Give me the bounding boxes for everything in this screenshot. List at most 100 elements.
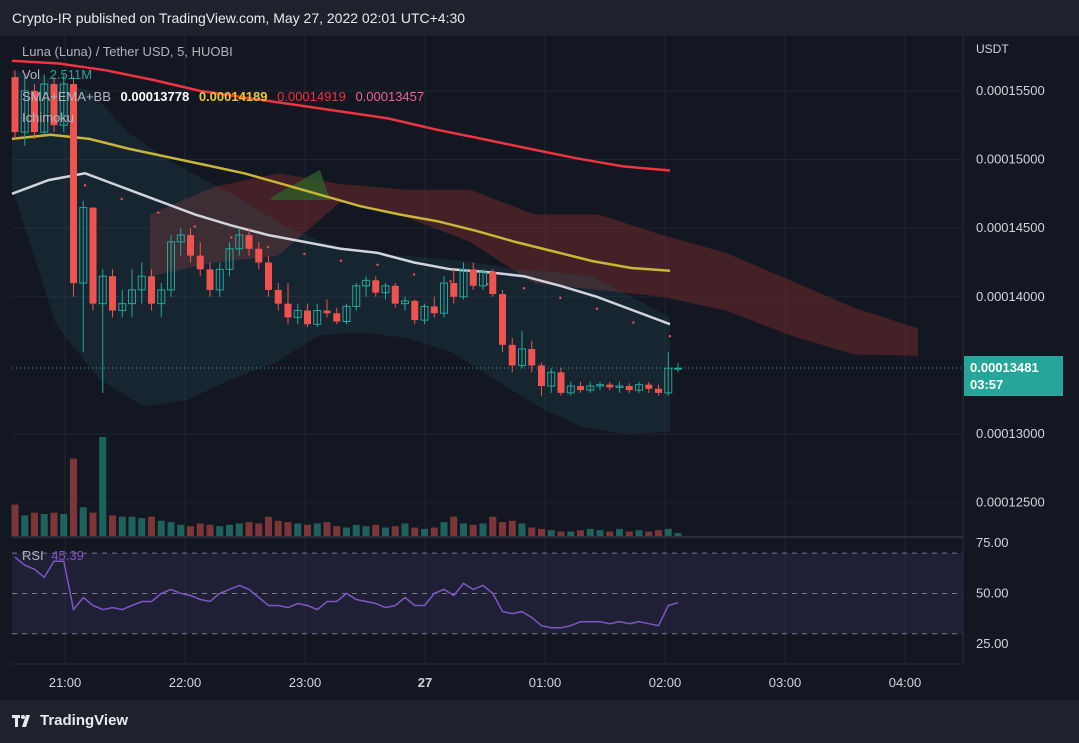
candle-body-39 [391,285,399,304]
candle-body-10 [109,276,116,311]
psar-dot-7 [266,245,270,249]
brand-name: TradingView [40,712,129,729]
candle-body-43 [430,306,438,314]
volume-bar-5 [60,514,68,537]
volume-bar-67 [664,528,672,537]
candle-body-1 [20,90,29,133]
candle-body-61 [606,384,614,388]
chart-canvas[interactable]: 0.00015500 0.00015000 0.00014500 0.00014000… [0,0,1079,700]
candle-body-66 [655,388,662,393]
psar-dot-15 [559,296,562,300]
rsi-label[interactable]: RSI [22,548,44,563]
volume-bar-56 [557,531,565,537]
volume-bar-19 [196,523,204,537]
candle-body-42 [420,305,429,321]
candle-body-51 [508,344,516,366]
bb-lower-value: 0.00013457 [355,89,425,104]
volume-bar-7 [79,507,87,537]
volume-bar-23 [235,523,243,537]
candle-body-14 [148,276,155,304]
psar-dot-16 [595,307,599,310]
volume-bar-6 [70,458,77,537]
rsi-line [14,556,679,629]
rsi-value: 45.39 [51,548,84,563]
psar-dot-8 [303,252,306,256]
time-tick-4: 01:00 [529,675,562,690]
rsi-pane [12,552,963,635]
volume-bar-13 [138,518,146,537]
psar-dot-11 [412,273,416,276]
psar-dot-5 [193,225,196,228]
axis-currency-label: USDT [976,42,1009,56]
price-tick-2: 0.00014500 [976,220,1045,235]
volume-bar-37 [372,524,380,537]
bb-upper-value: 0.00014919 [277,89,346,104]
volume-bar-48 [479,523,487,537]
tradingview-logo[interactable]: TradingView [12,712,128,729]
psar-dot-3 [120,197,123,201]
volume-bar-36 [362,526,370,537]
candle-body-54 [538,365,545,387]
candle-body-16 [167,241,175,291]
candle-body-17 [176,234,185,243]
ichimoku-label[interactable]: Ichimoku [22,110,75,125]
rsi-tick-2: 25.00 [976,636,1009,651]
volume-bar-57 [567,531,575,537]
volume-bar-31 [313,523,321,537]
candle-body-35 [352,285,361,307]
symbol-title[interactable]: Luna (Luna) / Tether USD, 5, HUOBI [22,44,233,59]
header-bar: Crypto-IR published on TradingView.com, … [0,0,1079,36]
volume-bar-27 [274,520,282,537]
psar-dot-9 [339,259,343,262]
candle-body-21 [215,268,224,291]
candle-body-55 [547,371,556,387]
last-price: 0.00013481 [970,360,1039,375]
volume-legend: Vol 2.511M [22,67,98,82]
volume-bar-32 [323,522,331,537]
volume-bar-34 [343,527,350,537]
volume-bar-42 [421,528,428,537]
candle-body-3 [40,83,49,133]
psar-dot-4 [157,211,160,214]
moving-averages [11,59,963,369]
candle-body-44 [440,282,448,314]
candles[interactable] [11,70,682,396]
volume-bar-59 [586,528,594,537]
candle-body-67 [664,367,673,394]
volume-bar-62 [616,528,623,537]
symbol-legend: Luna (Luna) / Tether USD, 5, HUOBI [22,44,239,59]
volume-bar-44 [440,522,448,537]
volume-label[interactable]: Vol [22,67,41,82]
time-tick-3: 27 [418,675,432,690]
candle-body-60 [596,384,604,387]
volume-bar-16 [167,522,175,537]
ema200-line [11,59,671,172]
candle-body-2 [31,90,38,133]
candle-body-9 [98,275,107,305]
volume-bar-10 [109,515,116,537]
indicator-label[interactable]: SMA+EMA+BB [22,89,111,104]
volume-bar-58 [577,530,584,537]
volume-bar-38 [382,527,389,537]
volume-bar-47 [469,524,477,537]
candle-body-49 [489,272,497,295]
volume-bar-2 [31,512,38,537]
candle-body-8 [89,207,97,304]
volume-bar-53 [528,527,536,537]
candle-body-56 [557,372,565,393]
ichimoku-legend: Ichimoku [22,110,80,125]
psar-dot-14 [522,287,525,290]
sma-value: 0.00013778 [120,89,190,104]
candle-body-40 [401,300,409,305]
candle-body-46 [459,268,468,298]
volume-bar-11 [118,516,126,537]
price-tick-1: 0.00015000 [976,152,1045,167]
psar-dot-6 [230,236,233,239]
volume-bar-8 [89,512,97,537]
psar-dot-17 [632,321,635,324]
candle-body-64 [635,384,643,391]
volume-value: 2.511M [49,67,93,82]
volume-bar-50 [499,522,506,537]
psar-dot-2 [83,184,87,187]
volume-bar-51 [508,520,516,537]
